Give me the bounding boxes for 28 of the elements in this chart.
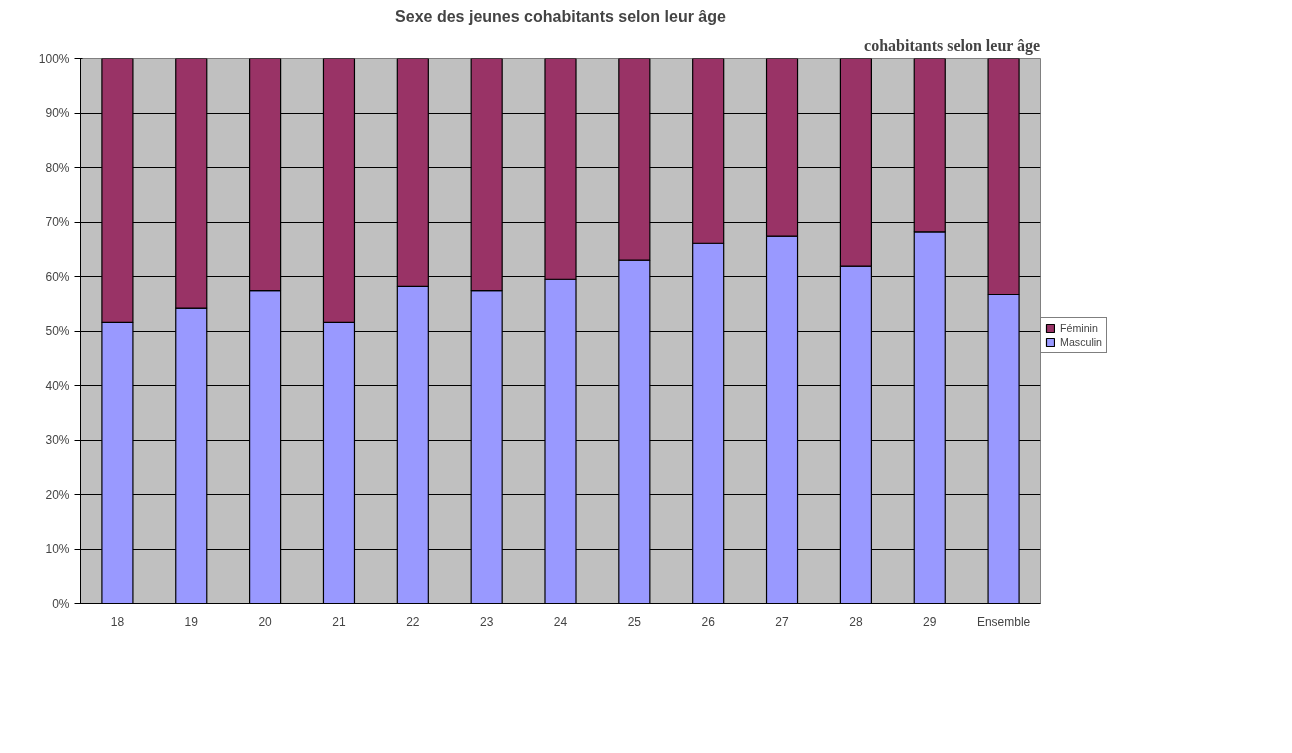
x-tick-label: 25 [627,614,642,629]
y-tick-label: 60% [45,269,70,284]
y-tick-label: 70% [45,215,70,229]
y-tick-label: 50% [45,324,70,338]
x-tick-label: 24 [553,614,568,629]
x-tick-label: 22 [406,614,420,629]
y-tick-label: 0% [52,596,70,611]
chart-title: Sexe des jeunes cohabitants selon leur âge [395,7,726,25]
y-tick-label: 100% [38,51,70,66]
x-tick-label: 26 [701,614,716,629]
x-tick-label: 18 [110,614,125,629]
x-tick-label: 23 [479,614,494,629]
y-tick-label: 30% [45,433,70,447]
y-tick-label: 20% [45,487,70,502]
y-tick-label: 90% [45,106,70,120]
text: cohabitants selon leur âge [864,36,1041,55]
legend-label: Féminin [1060,322,1098,334]
y-tick-label: 40% [45,378,70,393]
x-tick-label: 19 [184,614,199,629]
x-tick-label: 29 [923,614,937,629]
x-tick-label: Ensemble [976,614,1031,629]
x-tick-label: 21 [332,614,346,629]
y-tick-label: 10% [45,542,70,556]
x-tick-label: 28 [849,614,863,629]
legend-label: Masculin [1060,336,1103,348]
x-tick-label: 27 [775,614,790,629]
y-tick-label: 80% [45,160,70,175]
x-tick-label: 20 [258,614,273,629]
